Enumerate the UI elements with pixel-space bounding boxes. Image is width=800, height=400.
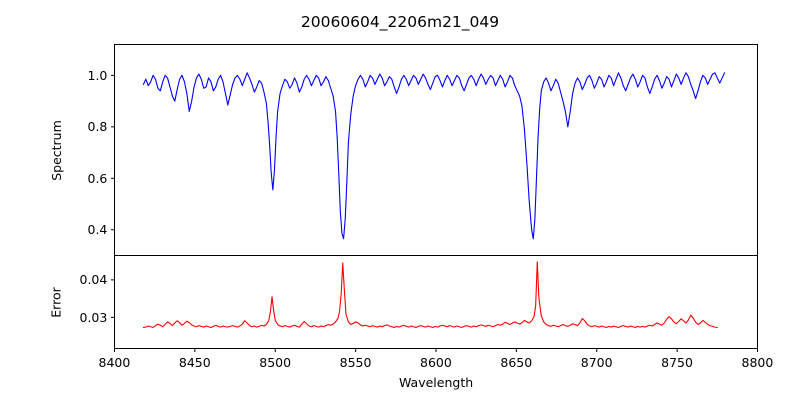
error-axes-frame — [114, 255, 758, 349]
axis-ticks — [111, 74, 758, 352]
x-tick-label-8750: 8750 — [661, 354, 693, 370]
error-data-line — [142, 261, 718, 329]
spectrum-y-tick-label-0.4: 0.4 — [87, 222, 108, 238]
x-tick-label-8800: 8800 — [741, 354, 774, 370]
x-tick-label-8700: 8700 — [580, 354, 613, 370]
spectrum-y-tick-label-0.6: 0.6 — [87, 170, 108, 186]
error-y-tick-label-0.04: 0.04 — [79, 272, 108, 288]
error-y-tick-label-0.03: 0.03 — [79, 309, 108, 325]
x-tick-label-8450: 8450 — [178, 354, 211, 370]
spectrum-data-line — [142, 72, 726, 240]
error-y-axis-label: Error — [48, 286, 64, 318]
spectrum-y-tick-label-1.0: 1.0 — [87, 67, 108, 83]
x-tick-label-8400: 8400 — [98, 354, 131, 370]
page-title: 20060604_2206m21_049 — [300, 13, 500, 31]
x-tick-label-8550: 8550 — [339, 354, 372, 370]
x-axis-label: Wavelength — [399, 374, 474, 390]
x-tick-label-8650: 8650 — [500, 354, 533, 370]
x-tick-label-8600: 8600 — [420, 354, 452, 370]
spectrum-y-tick-label-0.8: 0.8 — [87, 119, 108, 135]
spectrum-y-axis-label: Spectrum — [48, 119, 64, 181]
x-tick-label-8500: 8500 — [259, 354, 292, 370]
